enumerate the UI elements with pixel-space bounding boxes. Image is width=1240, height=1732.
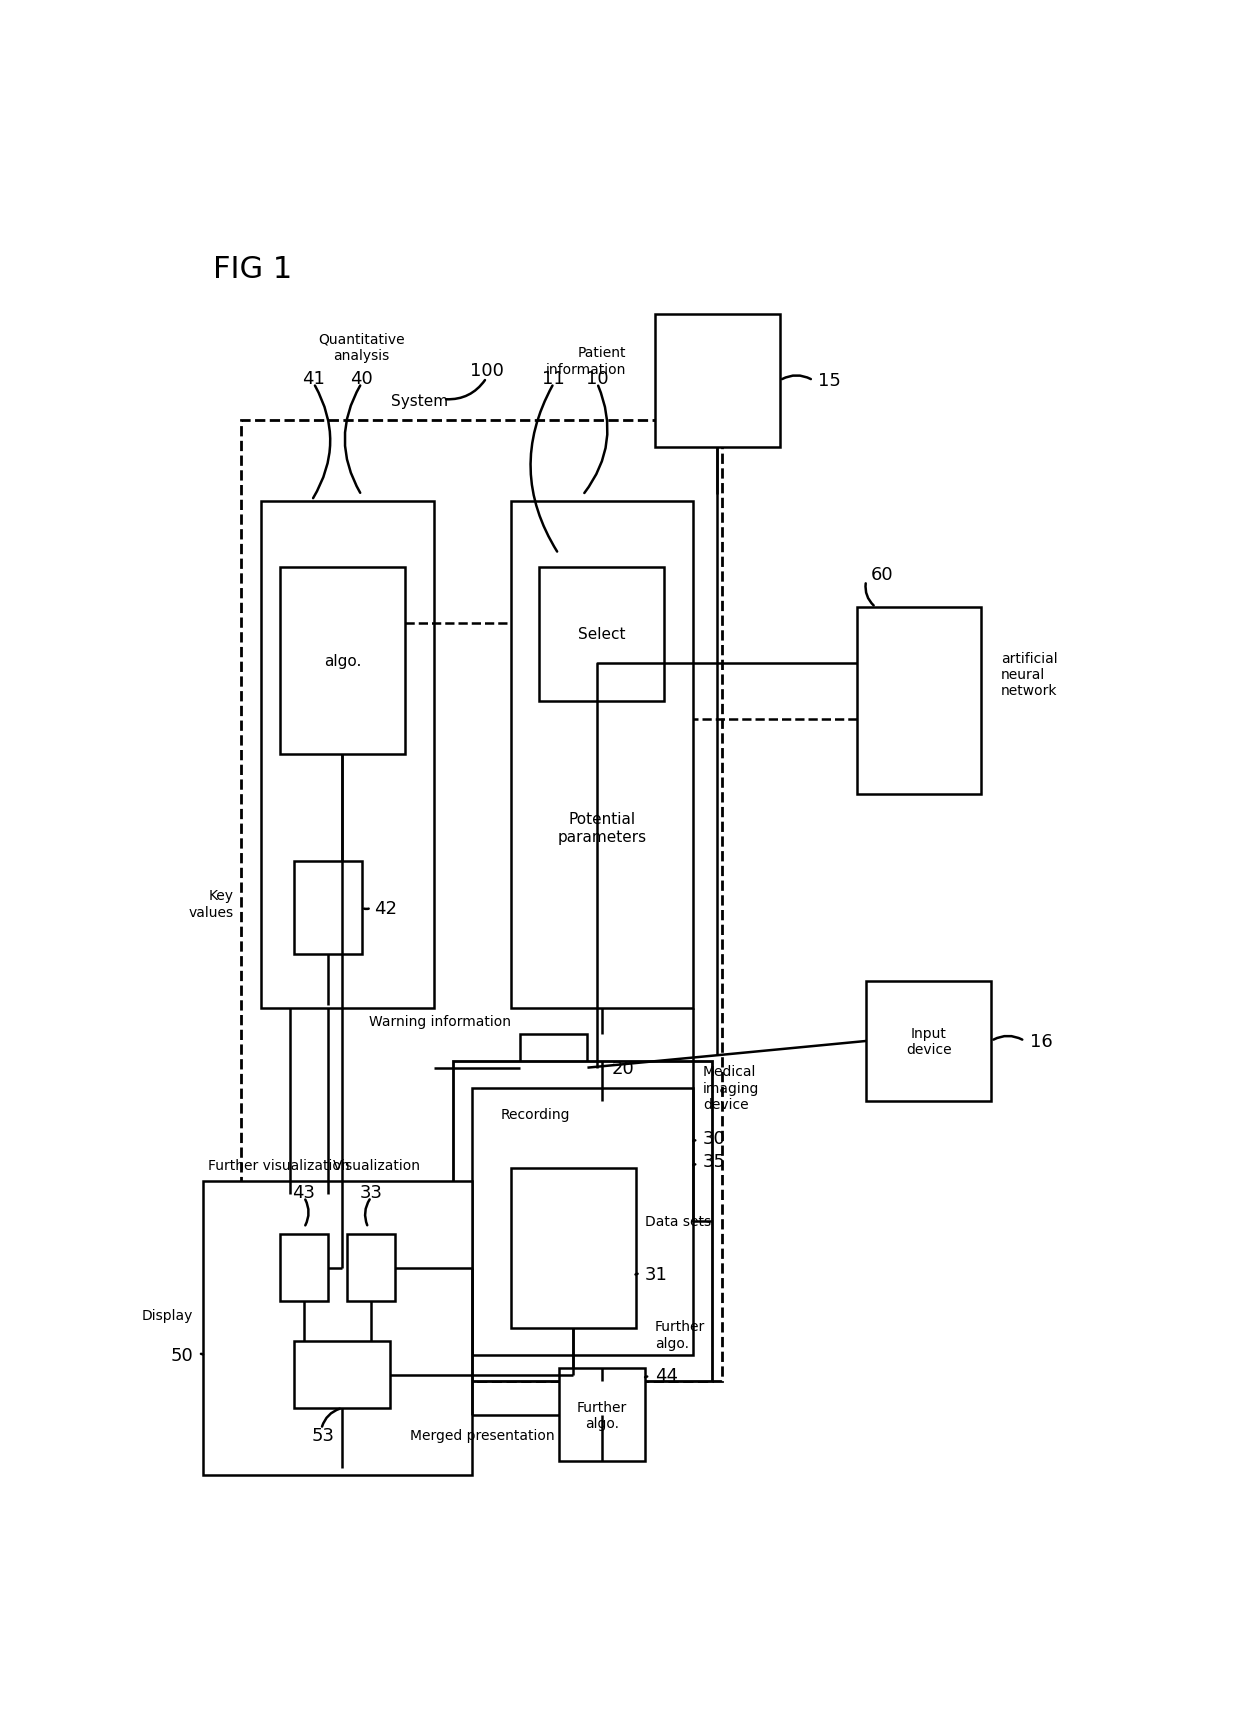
Text: 35: 35 [703, 1152, 725, 1171]
Text: 43: 43 [293, 1183, 315, 1200]
Text: 40: 40 [350, 369, 373, 388]
Text: artificial
neural
network: artificial neural network [1001, 651, 1058, 698]
Text: 33: 33 [360, 1183, 383, 1200]
Bar [511, 501, 693, 1008]
Text: 31: 31 [645, 1266, 668, 1283]
Bar [242, 421, 722, 1382]
Text: 16: 16 [1029, 1032, 1053, 1050]
Text: System: System [391, 393, 448, 409]
Bar [280, 1235, 327, 1301]
Text: Select: Select [578, 627, 626, 643]
Bar [472, 1088, 693, 1354]
Text: Further
algo.: Further algo. [577, 1399, 627, 1431]
Bar [521, 1034, 588, 1102]
Bar [280, 568, 404, 755]
Text: Data sets: Data sets [645, 1214, 712, 1228]
Bar [453, 1062, 713, 1382]
Text: Warning information: Warning information [368, 1015, 511, 1029]
Text: 41: 41 [303, 369, 325, 388]
Text: 53: 53 [311, 1425, 335, 1444]
Text: algo.: algo. [324, 653, 361, 669]
Bar [347, 1235, 396, 1301]
Bar [294, 1341, 391, 1408]
Text: Patient
information: Patient information [546, 346, 626, 376]
Text: Recording: Recording [501, 1108, 570, 1122]
Bar [203, 1181, 472, 1476]
Text: 10: 10 [585, 369, 609, 388]
Bar [511, 1167, 635, 1328]
Text: 42: 42 [374, 899, 397, 916]
Text: 50: 50 [171, 1346, 193, 1363]
Text: Display: Display [143, 1308, 193, 1322]
Text: Further visualization: Further visualization [208, 1159, 350, 1173]
Text: 100: 100 [470, 362, 503, 379]
Bar [539, 568, 665, 701]
Text: Quantitative
analysis: Quantitative analysis [319, 333, 405, 364]
Text: Potential
parameters: Potential parameters [557, 812, 646, 843]
Text: Visualization: Visualization [332, 1159, 420, 1173]
Text: Medical
imaging
device: Medical imaging device [703, 1065, 759, 1112]
Bar [294, 861, 362, 954]
Text: 11: 11 [542, 369, 565, 388]
Text: Input
device: Input device [905, 1027, 951, 1057]
Bar [857, 608, 982, 795]
Bar [866, 982, 991, 1102]
Text: 44: 44 [655, 1367, 678, 1384]
Text: 15: 15 [818, 372, 841, 390]
Text: 20: 20 [611, 1058, 634, 1077]
Bar [655, 315, 780, 449]
Text: 30: 30 [703, 1129, 725, 1148]
Text: Further
algo.: Further algo. [655, 1320, 706, 1349]
Text: Merged presentation: Merged presentation [409, 1427, 554, 1441]
Text: FIG 1: FIG 1 [213, 255, 291, 284]
Text: 60: 60 [870, 566, 894, 584]
Text: Key
values: Key values [188, 889, 234, 920]
Bar [260, 501, 434, 1008]
Bar [558, 1368, 645, 1462]
